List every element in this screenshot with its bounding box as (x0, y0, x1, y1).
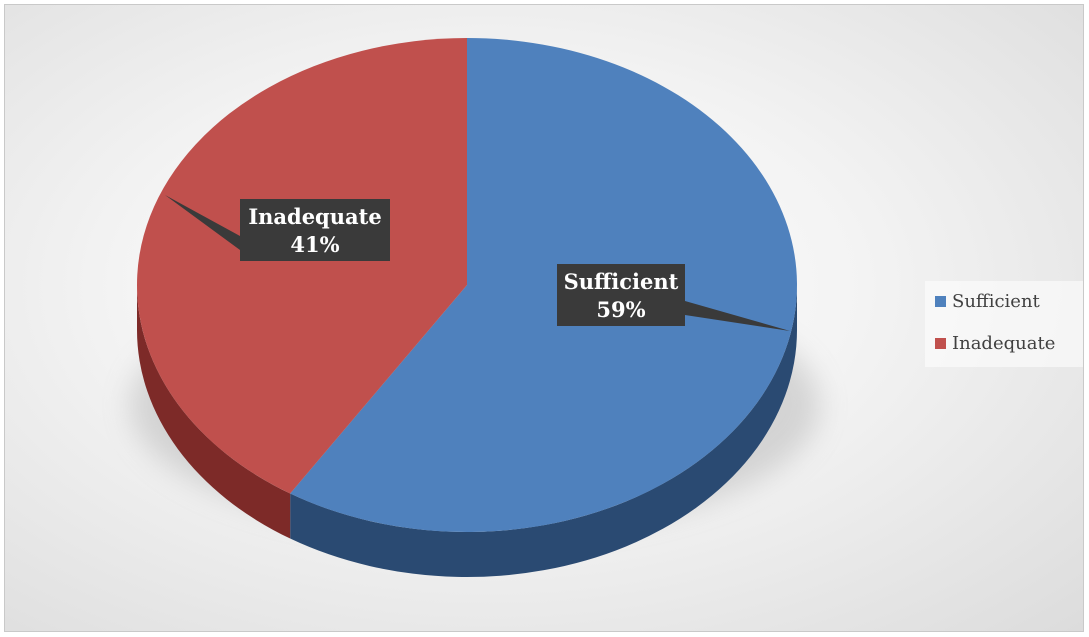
legend-label-inadequate: Inadequate (952, 332, 1056, 354)
pie-side-inadequate (136, 285, 291, 539)
data-label-box-sufficient (557, 264, 685, 326)
chart-area: Sufficient 59% Inadequate 41% Sufficient In… (4, 4, 1084, 632)
data-label-percent-inadequate: 41% (290, 232, 339, 257)
legend-item-sufficient: Sufficient (935, 290, 1040, 312)
legend-item-inadequate: Inadequate (935, 332, 1055, 354)
data-label-pointer-sufficient (685, 301, 790, 331)
data-label-box-inadequate (240, 199, 390, 261)
pie-slice-sufficient (290, 38, 798, 532)
data-label-pointer-inadequate (165, 195, 240, 250)
data-label-inadequate: Inadequate 41% (165, 195, 390, 261)
data-label-name-inadequate: Inadequate (248, 204, 381, 229)
legend-swatch-sufficient (935, 295, 946, 307)
pie-chart: Sufficient 59% Inadequate 41% (130, 38, 820, 577)
legend: Sufficient Inadequate (925, 281, 1083, 367)
data-label-sufficient: Sufficient 59% (557, 264, 790, 331)
legend-swatch-inadequate (935, 337, 946, 349)
pie-slice-inadequate (137, 38, 467, 494)
pie-side-sufficient (290, 285, 797, 577)
legend-label-sufficient: Sufficient (952, 290, 1040, 312)
data-label-percent-sufficient: 59% (596, 297, 645, 322)
data-label-name-sufficient: Sufficient (564, 269, 679, 294)
